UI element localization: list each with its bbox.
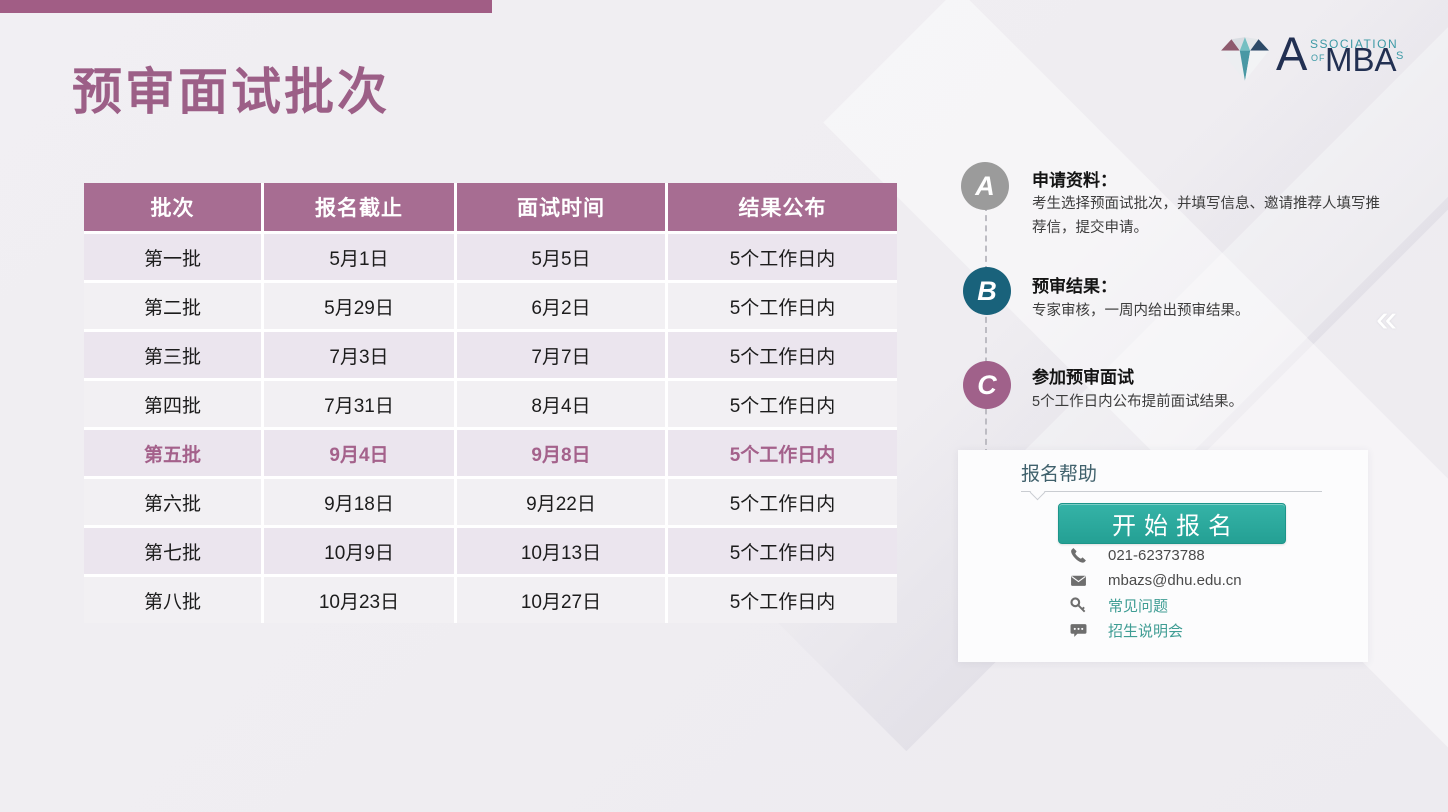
table-header-result: 结果公布 xyxy=(668,183,897,231)
table-header-batch: 批次 xyxy=(84,183,261,231)
table-cell: 9月22日 xyxy=(457,479,665,525)
logo-of: OF xyxy=(1311,53,1326,63)
table-cell: 9月8日 xyxy=(457,430,665,476)
step-connector-line xyxy=(985,205,987,455)
table-cell: 5月29日 xyxy=(264,283,454,329)
table-cell: 10月27日 xyxy=(457,577,665,623)
table-cell: 10月9日 xyxy=(264,528,454,574)
top-accent-bar xyxy=(0,0,492,13)
table-cell: 5个工作日内 xyxy=(668,528,897,574)
logo-association: SSOCIATION xyxy=(1310,37,1399,51)
step-b-body: 专家审核，一周内给出预审结果。 xyxy=(1032,303,1250,319)
table-cell: 6月2日 xyxy=(457,283,665,329)
table-cell: 5个工作日内 xyxy=(668,381,897,427)
step-c-title: 参加预审面试 xyxy=(1032,368,1134,387)
chat-icon xyxy=(1070,623,1087,637)
email-row: mbazs@dhu.edu.cn xyxy=(1070,571,1242,589)
batch-table: 批次 报名截止 面试时间 结果公布 第一批 5月1日 5月5日 5个工作日内 第二批 5月… xyxy=(84,183,897,623)
table-cell: 第二批 xyxy=(84,283,261,329)
panel-divider-notch xyxy=(1029,484,1046,501)
table-cell: 5月5日 xyxy=(457,234,665,280)
table-cell: 5个工作日内 xyxy=(668,283,897,329)
info-session-link[interactable]: 招生说明会 xyxy=(1070,621,1242,640)
step-a-body: 考生选择预面试批次，并填写信息、邀请推荐人填写推荐信，提交申请。 xyxy=(1032,196,1380,236)
amba-logo: A SSOCIATION OF MBA S xyxy=(1220,27,1404,90)
table-cell: 第七批 xyxy=(84,528,261,574)
step-c-badge: C xyxy=(963,361,1011,409)
signup-help-panel: 报名帮助 开始报名 021-62373788 mbazs@dhu.edu.cn xyxy=(958,450,1368,662)
logo-mba: MBA xyxy=(1325,41,1397,78)
table-cell: 第三批 xyxy=(84,332,261,378)
table-cell: 第四批 xyxy=(84,381,261,427)
page-title: 预审面试批次 xyxy=(72,64,390,120)
table-cell: 5个工作日内 xyxy=(668,577,897,623)
step-b-badge: B xyxy=(963,267,1011,315)
table-cell: 5个工作日内 xyxy=(668,430,897,476)
step-b-title: 预审结果： xyxy=(1032,277,1117,296)
faq-link-label: 常见问题 xyxy=(1108,597,1169,615)
step-a-badge: A xyxy=(961,162,1009,210)
table-header-interview: 面试时间 xyxy=(457,183,665,231)
table-header-deadline: 报名截止 xyxy=(264,183,454,231)
phone-icon xyxy=(1071,547,1086,563)
table-cell: 10月23日 xyxy=(264,577,454,623)
table-cell: 7月7日 xyxy=(457,332,665,378)
table-cell: 5个工作日内 xyxy=(668,332,897,378)
table-cell: 5个工作日内 xyxy=(668,234,897,280)
table-cell: 7月31日 xyxy=(264,381,454,427)
email-address: mbazs@dhu.edu.cn xyxy=(1108,571,1242,589)
table-cell: 10月13日 xyxy=(457,528,665,574)
table-cell: 第五批 xyxy=(84,430,261,476)
table-cell: 8月4日 xyxy=(457,381,665,427)
help-panel-heading: 报名帮助 xyxy=(1021,464,1098,485)
collapse-chevron-icon[interactable]: « xyxy=(1376,298,1398,340)
info-session-label: 招生说明会 xyxy=(1108,622,1184,640)
start-signup-button[interactable]: 开始报名 xyxy=(1058,503,1286,544)
panel-divider xyxy=(1021,491,1322,492)
table-cell: 9月18日 xyxy=(264,479,454,525)
contact-list: 021-62373788 mbazs@dhu.edu.cn 常见问题 xyxy=(1070,546,1242,640)
phone-number: 021-62373788 xyxy=(1108,546,1205,564)
step-c-body: 5个工作日内公布提前面试结果。 xyxy=(1032,394,1244,410)
faq-link[interactable]: 常见问题 xyxy=(1070,596,1242,615)
table-cell: 7月3日 xyxy=(264,332,454,378)
step-a-title: 申请资料： xyxy=(1032,171,1117,190)
logo-letter-a: A xyxy=(1276,27,1308,80)
key-icon xyxy=(1070,596,1086,612)
mail-icon xyxy=(1071,575,1086,586)
table-cell: 5个工作日内 xyxy=(668,479,897,525)
table-cell: 9月4日 xyxy=(264,430,454,476)
logo-small-s: S xyxy=(1396,50,1404,62)
table-cell: 第八批 xyxy=(84,577,261,623)
table-cell: 5月1日 xyxy=(264,234,454,280)
amba-gem-icon xyxy=(1221,37,1269,81)
table-cell: 第六批 xyxy=(84,479,261,525)
phone-row: 021-62373788 xyxy=(1070,546,1242,564)
table-cell: 第一批 xyxy=(84,234,261,280)
